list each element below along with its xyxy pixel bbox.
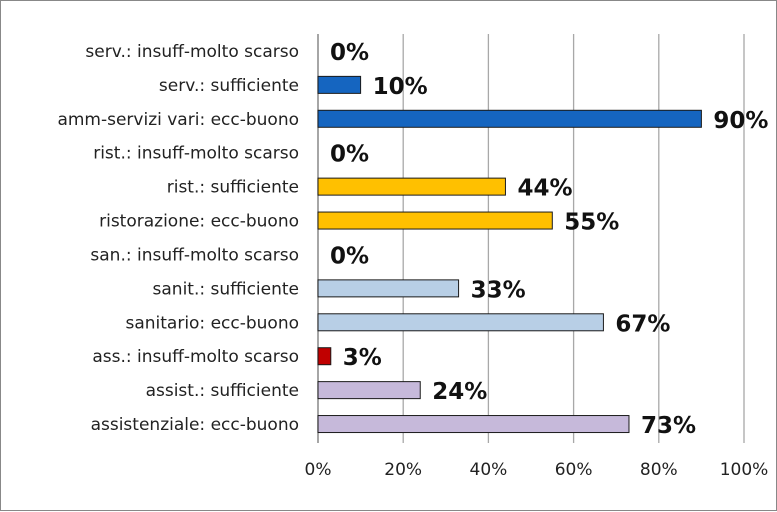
value-label: 10%: [373, 74, 428, 100]
gridlines: [317, 34, 745, 443]
value-label: 0%: [330, 142, 369, 168]
category-label: assist.: sufficiente: [146, 381, 299, 401]
category-label: san.: insuff-molto scarso: [90, 245, 299, 265]
bar: [317, 313, 604, 332]
category-labels: serv.: insuff-molto scarso serv.: suffici…: [57, 42, 299, 435]
category-label: rist.: sufficiente: [167, 178, 299, 198]
value-label: 33%: [471, 277, 526, 303]
value-label: 3%: [343, 345, 382, 371]
category-label: serv.: insuff-molto scarso: [85, 42, 299, 62]
value-label: 24%: [432, 379, 487, 405]
bar: [317, 177, 506, 196]
value-label: 44%: [517, 176, 572, 202]
x-tick-label: 20%: [384, 460, 422, 480]
value-label: 73%: [641, 413, 696, 439]
x-tick-label: 40%: [470, 460, 508, 480]
value-label: 55%: [564, 210, 619, 236]
category-label: ristorazione: ecc-buono: [99, 212, 299, 232]
x-axis-ticks: 0% 20% 40% 60% 80% 100%: [305, 460, 769, 480]
bar: [317, 279, 460, 298]
value-labels: 0%10%90%0%44%55%0%33%67%3%24%73%: [330, 40, 768, 439]
x-tick-label: 100%: [720, 460, 769, 480]
x-tick-label: 80%: [640, 460, 678, 480]
category-label: ass.: insuff-molto scarso: [92, 347, 299, 367]
bar: [317, 381, 421, 400]
category-label: assistenziale: ecc-buono: [91, 415, 299, 435]
x-tick-label: 0%: [305, 460, 332, 480]
bar: [317, 75, 362, 94]
bars: [317, 75, 702, 434]
bar: [317, 415, 630, 434]
value-label: 0%: [330, 243, 369, 269]
x-tick-label: 60%: [555, 460, 593, 480]
value-label: 67%: [615, 311, 670, 337]
bar: [317, 347, 332, 366]
value-label: 0%: [330, 40, 369, 66]
category-label: serv.: sufficiente: [159, 76, 299, 96]
bar: [317, 211, 553, 230]
value-label: 90%: [713, 108, 768, 134]
category-label: amm-servizi vari: ecc-buono: [57, 110, 299, 130]
bar: [317, 109, 702, 128]
category-label: sanit.: sufficiente: [153, 279, 299, 299]
category-label: sanitario: ecc-buono: [125, 313, 299, 333]
category-label: rist.: insuff-molto scarso: [93, 144, 299, 164]
